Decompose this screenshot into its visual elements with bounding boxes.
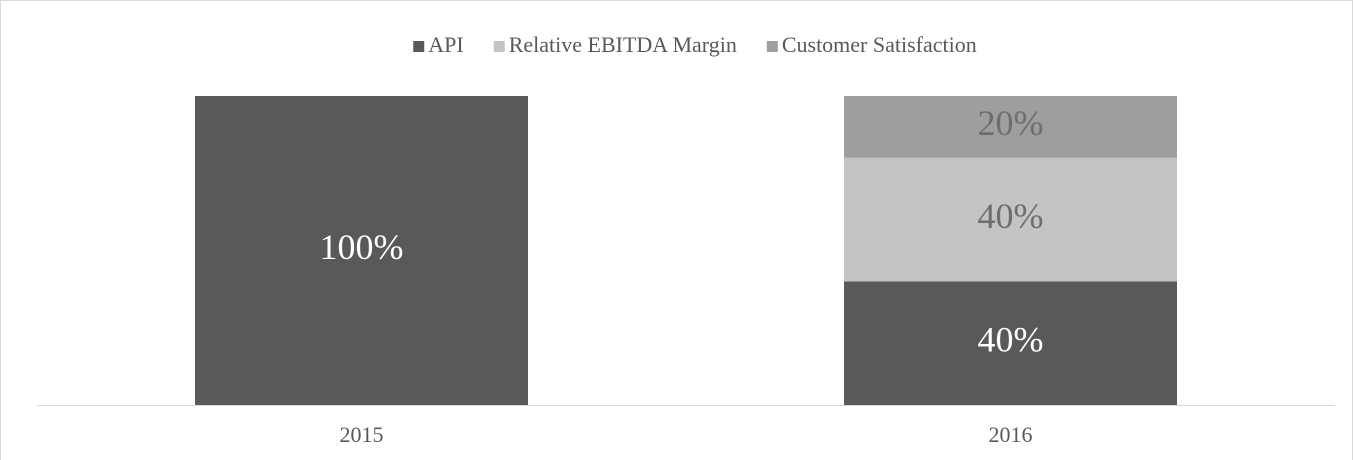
bar-segment [844,281,1177,405]
legend-label: Relative EBITDA Margin [509,32,737,57]
data-label: 20% [978,103,1044,143]
legend-swatch [493,41,505,52]
bar-segment [195,96,528,405]
legend-label: API [428,32,463,57]
legend-swatch [413,41,425,52]
x-tick-label: 2015 [340,422,384,447]
legend-swatch [766,41,778,52]
legend-label: Customer Satisfaction [782,32,977,57]
data-label: 40% [978,319,1044,359]
x-tick-label: 2016 [989,422,1033,447]
bar-segment [844,157,1177,282]
data-label: 100% [320,227,404,267]
bar-segment [844,96,1177,158]
data-label: 40% [978,196,1044,236]
